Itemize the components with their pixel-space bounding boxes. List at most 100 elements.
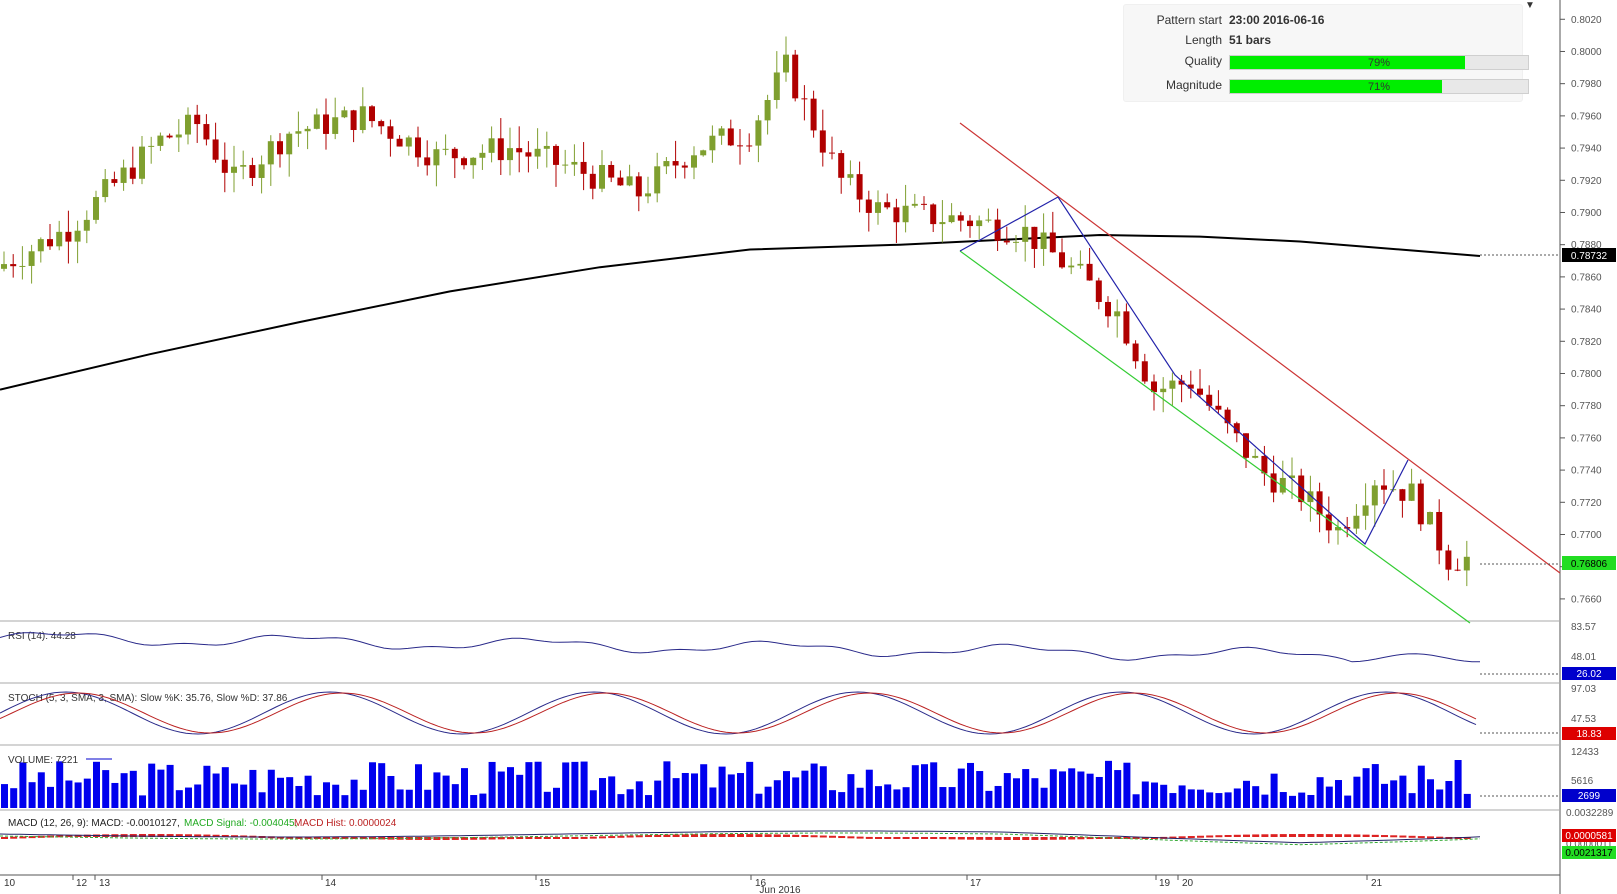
- macd-hist-bar-142: [1307, 834, 1315, 837]
- candle-body-44: [405, 137, 412, 147]
- volume-bar-88: [810, 763, 818, 808]
- candle-body-115: [1059, 252, 1065, 268]
- stoch-last-label: 18.83: [1576, 729, 1601, 740]
- pattern-start-row: Pattern start 23:00 2016-06-16: [1124, 13, 1522, 31]
- macd-hist-bar-105: [967, 837, 974, 840]
- macd-hist-bar-60: [553, 837, 560, 839]
- macd-hist-bar-15: [139, 834, 146, 837]
- volume-bar-32: [295, 785, 303, 808]
- volume-bar-36: [332, 784, 340, 808]
- macd-hist-bar-154: [1417, 836, 1425, 839]
- candle-body-102: [939, 222, 946, 225]
- candle-body-65: [599, 164, 605, 189]
- candle-body-47: [433, 149, 440, 166]
- macd-hist-bar-152: [1399, 835, 1407, 838]
- volume-bar-119: [1095, 776, 1103, 808]
- macd-hist-bar-127: [1169, 836, 1177, 839]
- rsi-tick-0: 83.57: [1571, 622, 1596, 633]
- macd-signal-last-label: 0.0021317: [1565, 848, 1613, 859]
- candle-body-101: [930, 204, 937, 225]
- volume-bar-89: [819, 766, 827, 808]
- macd-hist-bar-153: [1408, 835, 1416, 838]
- candle-body-133: [1224, 409, 1231, 424]
- candle-body-158: [1454, 569, 1461, 571]
- macd-hist-bar-94: [865, 836, 873, 839]
- candle-body-125: [1151, 381, 1157, 393]
- volume-last-marker: [1562, 789, 1616, 802]
- candle-body-32: [295, 131, 302, 134]
- candle-body-147: [1353, 515, 1360, 529]
- volume-bar-61: [562, 762, 570, 808]
- volume-bar-65: [599, 778, 606, 808]
- candle-body-41: [378, 121, 385, 127]
- volume-bar-122: [1123, 762, 1131, 808]
- macd-hist-bar-123: [1132, 837, 1140, 839]
- macd-hist-bar-2: [19, 836, 27, 839]
- candle-body-81: [746, 145, 753, 147]
- macd-hist-bar-73: [672, 834, 680, 837]
- macd-hist-bar-92: [847, 836, 855, 839]
- volume-bar-46: [424, 789, 432, 808]
- macd-hist-bar-102: [939, 837, 947, 840]
- volume-bar-44: [405, 789, 413, 808]
- macd-hist-bar-85: [783, 834, 790, 837]
- price-tick-label-8: 0.7860: [1571, 272, 1602, 283]
- candle-body-19: [175, 134, 182, 138]
- volume-bar-33: [304, 775, 312, 808]
- x-date-label-6: 17: [970, 878, 982, 889]
- volume-bar-3: [28, 782, 36, 808]
- candle-body-89: [819, 130, 826, 153]
- volume-bar-34: [313, 795, 321, 808]
- price-tick-label-12: 0.7780: [1571, 401, 1602, 412]
- macd-hist-bar-129: [1187, 836, 1195, 839]
- volume-bar-57: [525, 762, 533, 808]
- macd-hist-bar-51: [470, 837, 478, 840]
- macd-hist-bar-149: [1371, 834, 1379, 837]
- volume-bar-81: [746, 761, 754, 808]
- macd-hist-bar-35: [323, 837, 330, 839]
- volume-tick-1: 5616: [1571, 776, 1594, 787]
- macd-hist-bar-138: [1270, 834, 1278, 837]
- volume-bar-17: [157, 769, 165, 808]
- macd-hist-bar-144: [1325, 834, 1333, 837]
- volume-bar-115: [1059, 771, 1066, 808]
- macd-hist-bar-111: [1022, 837, 1030, 840]
- volume-bar-35: [323, 782, 330, 808]
- candle-body-42: [387, 126, 394, 139]
- macd-hist-bar-120: [1105, 837, 1112, 839]
- volume-bar-96: [884, 784, 892, 808]
- stoch-last-marker: [1562, 727, 1616, 740]
- volume-bar-157: [1445, 781, 1453, 808]
- volume-bar-146: [1344, 795, 1352, 808]
- macd-panel: MACD (12, 26, 9): MACD: -0.0010127, MACD…: [0, 808, 1616, 859]
- candle-body-51: [470, 157, 477, 166]
- candle-body-66: [608, 164, 615, 178]
- panel-menu-chevron-down-icon[interactable]: ▼: [1525, 0, 1535, 11]
- price-tick-label-18: 0.7660: [1571, 594, 1602, 605]
- volume-bar-59: [543, 791, 551, 808]
- volume-bar-66: [608, 776, 616, 808]
- volume-bar-98: [902, 787, 910, 808]
- volume-bar-29: [267, 769, 275, 808]
- candle-body-52: [479, 152, 486, 158]
- candle-body-77: [709, 135, 716, 151]
- macd-hist-bar-63: [580, 836, 588, 839]
- candle-body-10: [93, 197, 99, 220]
- volume-bar-13: [120, 773, 128, 808]
- macd-hist-bar-21: [194, 834, 202, 837]
- candle-body-87: [801, 98, 808, 100]
- candle-body-94: [865, 199, 872, 213]
- candle-body-134: [1233, 423, 1240, 434]
- last-price-marker: [1562, 556, 1616, 570]
- volume-bar-80: [737, 773, 744, 808]
- macd-hist-bar-7: [65, 835, 73, 838]
- candle-body-29: [267, 141, 274, 165]
- macd-hist-bar-45: [415, 837, 422, 840]
- macd-hist-bar-139: [1279, 834, 1287, 837]
- quality-row: Quality 79%: [1124, 54, 1529, 72]
- candle-body-11: [102, 179, 109, 198]
- candle-body-121: [1114, 311, 1121, 317]
- macd-hist-bar-147: [1353, 834, 1361, 837]
- macd-hist-bar-106: [976, 837, 984, 840]
